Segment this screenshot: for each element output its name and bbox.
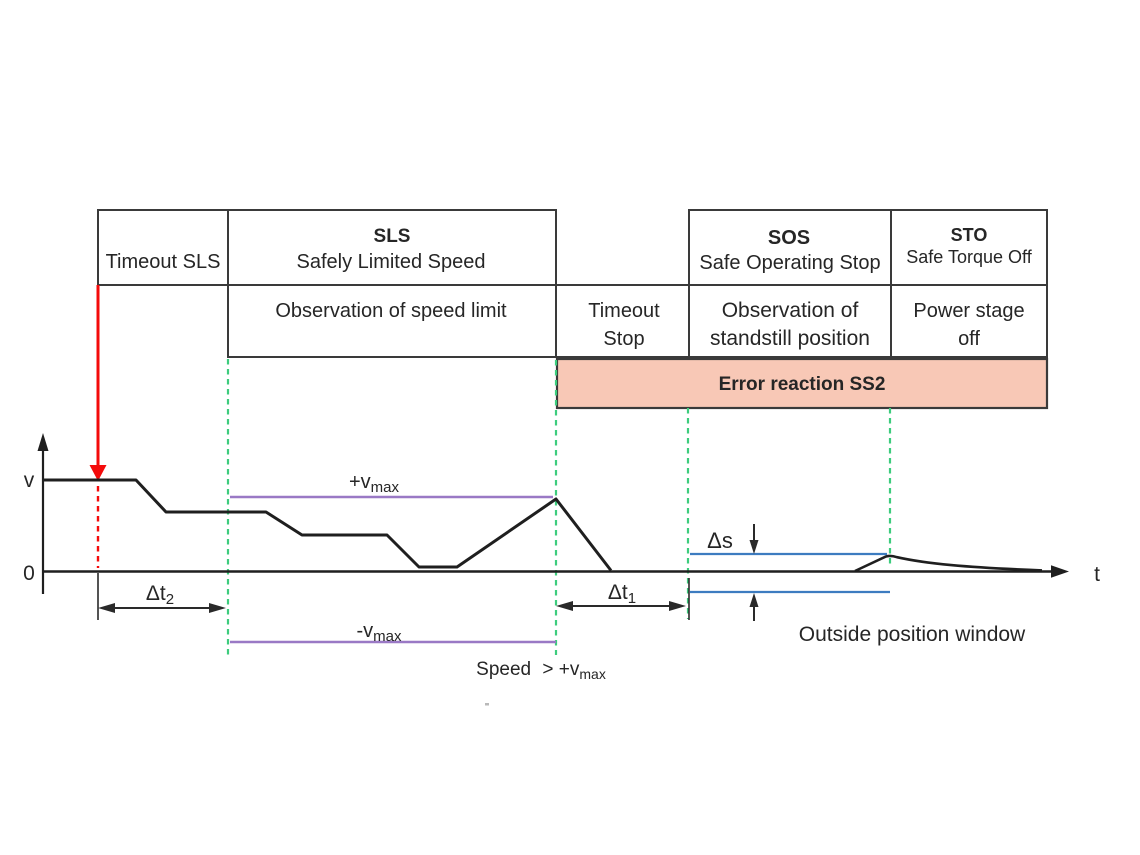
svg-text:Safe Operating Stop: Safe Operating Stop [699,252,880,274]
svg-text:SLS: SLS [374,226,411,247]
svg-text:Safe Torque Off: Safe Torque Off [906,247,1032,267]
svg-text:off: off [958,328,980,350]
svg-text:Observation of speed limit: Observation of speed limit [275,300,507,322]
svg-text:standstill position: standstill position [710,327,870,350]
svg-text:Stop: Stop [603,328,644,350]
svg-text:+vmax: +vmax [349,471,400,496]
svg-text:Outside position window: Outside position window [799,623,1026,646]
svg-text:Speed > +vmax: Speed > +vmax [476,659,606,682]
svg-text:Timeout SLS: Timeout SLS [106,251,221,273]
svg-text:SOS: SOS [768,227,810,249]
svg-text:Δt1: Δt1 [608,581,636,607]
svg-text:Power stage: Power stage [913,300,1024,322]
svg-text:STO: STO [951,225,988,245]
svg-text:Δs: Δs [707,528,733,553]
svg-text:Δt2: Δt2 [146,582,174,608]
svg-text:Error reaction SS2: Error reaction SS2 [719,374,886,395]
svg-text:t: t [1094,563,1100,586]
svg-text:0: 0 [23,562,35,585]
svg-text:v: v [24,469,35,492]
svg-text:Safely Limited Speed: Safely Limited Speed [296,251,485,273]
svg-text:Observation of: Observation of [722,299,859,322]
svg-text:Timeout: Timeout [588,300,660,322]
svg-text:-vmax: -vmax [356,620,402,645]
